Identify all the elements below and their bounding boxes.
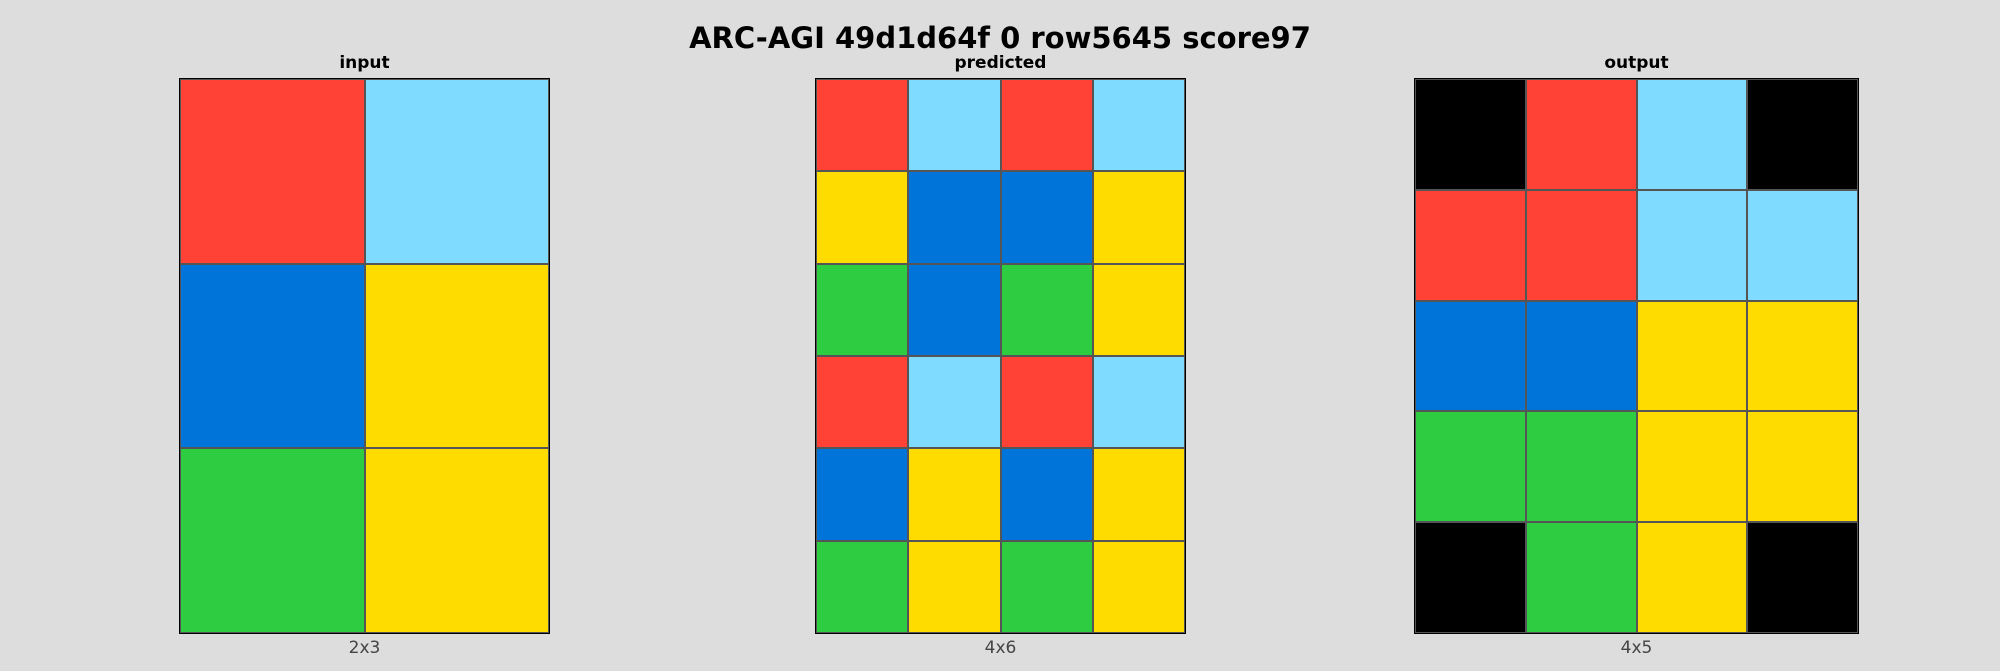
- predicted-cell-r3-c0: [816, 356, 909, 449]
- output-cell-r2-c1: [1525, 300, 1637, 412]
- input-grid-size-label: 2x3: [348, 638, 381, 658]
- predicted-cell-r3-c1: [908, 356, 1001, 449]
- input-panel: input 2x3: [179, 0, 550, 671]
- output-grid-size-label: 4x5: [1620, 638, 1653, 658]
- predicted-cell-r2-c3: [1092, 263, 1185, 356]
- output-cell-r3-c2: [1636, 411, 1748, 523]
- predicted-cell-r4-c2: [1000, 448, 1093, 541]
- output-panel-title: output: [1604, 53, 1669, 73]
- input-panel-title: input: [339, 53, 390, 73]
- predicted-panel: predicted 4x6: [815, 0, 1186, 671]
- input-grid: [179, 78, 550, 634]
- output-cell-r4-c0: [1415, 522, 1526, 633]
- output-cell-r2-c3: [1747, 300, 1858, 412]
- output-cell-r4-c1: [1525, 522, 1637, 633]
- output-cell-r3-c1: [1525, 411, 1637, 523]
- output-cell-r0-c1: [1525, 79, 1637, 190]
- predicted-cell-r0-c2: [1000, 79, 1093, 172]
- predicted-cell-r5-c3: [1092, 540, 1185, 633]
- predicted-grid-size-label: 4x6: [984, 638, 1017, 658]
- predicted-cell-r5-c1: [908, 540, 1001, 633]
- predicted-cell-r1-c2: [1000, 171, 1093, 264]
- predicted-cell-r5-c2: [1000, 540, 1093, 633]
- output-cell-r1-c3: [1747, 189, 1858, 301]
- output-cell-r3-c3: [1747, 411, 1858, 523]
- predicted-cell-r0-c3: [1092, 79, 1185, 172]
- predicted-cell-r0-c1: [908, 79, 1001, 172]
- output-cell-r0-c2: [1636, 79, 1748, 190]
- figure-title: ARC-AGI 49d1d64f 0 row5645 score97: [689, 21, 1311, 55]
- input-cell-r0-c1: [364, 79, 549, 264]
- output-cell-r1-c2: [1636, 189, 1748, 301]
- input-cell-r0-c0: [180, 79, 365, 264]
- input-cell-r2-c0: [180, 448, 365, 633]
- predicted-cell-r1-c0: [816, 171, 909, 264]
- output-cell-r2-c0: [1415, 300, 1526, 412]
- predicted-cell-r4-c1: [908, 448, 1001, 541]
- predicted-cell-r0-c0: [816, 79, 909, 172]
- predicted-cell-r4-c3: [1092, 448, 1185, 541]
- output-cell-r0-c0: [1415, 79, 1526, 190]
- predicted-grid: [815, 78, 1186, 634]
- input-cell-r2-c1: [364, 448, 549, 633]
- predicted-cell-r5-c0: [816, 540, 909, 633]
- predicted-panel-title: predicted: [954, 53, 1047, 73]
- input-cell-r1-c1: [364, 263, 549, 449]
- output-cell-r4-c3: [1747, 522, 1858, 633]
- predicted-cell-r2-c0: [816, 263, 909, 356]
- output-cell-r1-c1: [1525, 189, 1637, 301]
- output-cell-r1-c0: [1415, 189, 1526, 301]
- output-panel: output 4x5: [1414, 0, 1859, 671]
- predicted-cell-r4-c0: [816, 448, 909, 541]
- predicted-cell-r3-c2: [1000, 356, 1093, 449]
- predicted-cell-r2-c1: [908, 263, 1001, 356]
- output-grid: [1414, 78, 1859, 634]
- predicted-cell-r1-c3: [1092, 171, 1185, 264]
- predicted-cell-r2-c2: [1000, 263, 1093, 356]
- output-cell-r0-c3: [1747, 79, 1858, 190]
- predicted-cell-r3-c3: [1092, 356, 1185, 449]
- predicted-cell-r1-c1: [908, 171, 1001, 264]
- output-cell-r4-c2: [1636, 522, 1748, 633]
- output-cell-r3-c0: [1415, 411, 1526, 523]
- output-cell-r2-c2: [1636, 300, 1748, 412]
- input-cell-r1-c0: [180, 263, 365, 449]
